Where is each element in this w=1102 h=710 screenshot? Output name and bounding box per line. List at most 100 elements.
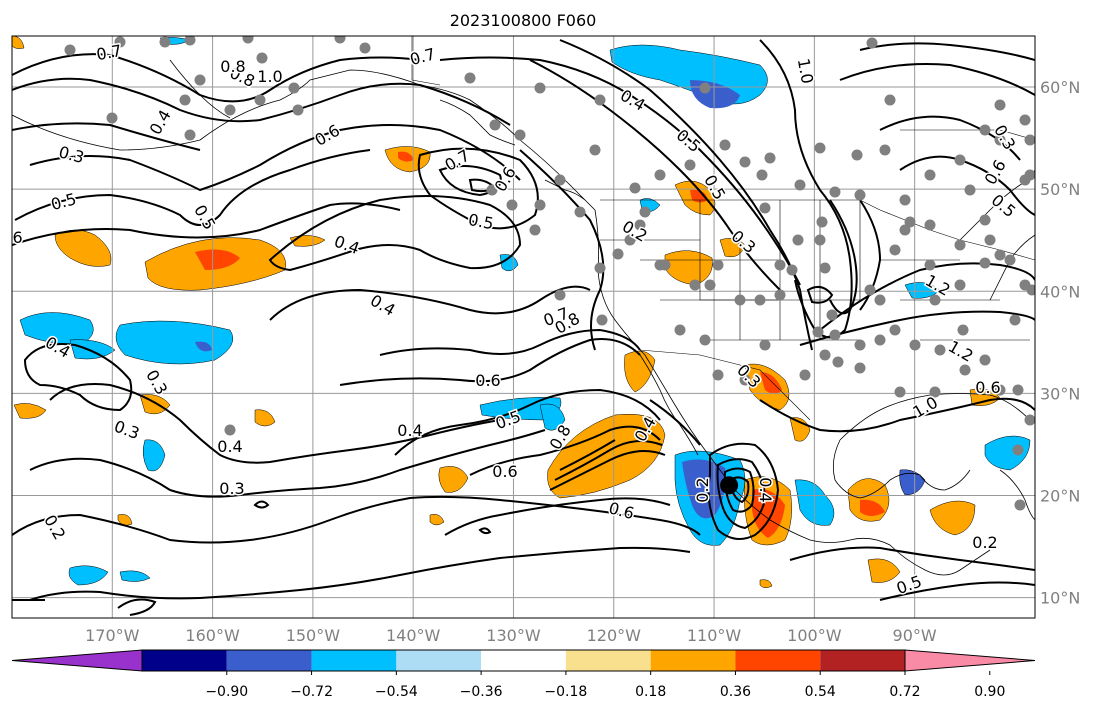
station-dot [759, 202, 771, 214]
station-dot [909, 339, 921, 351]
contour-label: 0.6 [0, 228, 23, 247]
station-dot [964, 184, 976, 196]
colorbar-segment [650, 650, 736, 671]
colorbar-tick-labels: −0.90 −0.72 −0.54 −0.36 −0.18 0.18 0.36 0.54 0.7… [205, 684, 1005, 700]
station-dot [514, 129, 526, 141]
colorbar-segment [142, 650, 227, 671]
station-dot [929, 294, 941, 306]
station-dot [1014, 499, 1026, 511]
latitude-tick-label: 20°N [1040, 486, 1080, 505]
station-dot [884, 94, 896, 106]
station-dot [979, 257, 991, 269]
station-dot [934, 344, 946, 356]
colorbar-outline [141, 649, 906, 672]
latitude-tick-label: 30°N [1040, 384, 1080, 403]
colorbar-segment [226, 650, 312, 671]
station-dot [674, 324, 686, 336]
contour-label: 0.2 [693, 477, 712, 502]
colorbar-tick-label: −0.54 [375, 684, 418, 700]
station-dot [589, 144, 601, 156]
station-dot [774, 289, 786, 301]
colorbar-tick-label: 0.36 [720, 684, 751, 700]
station-dot [794, 179, 806, 191]
station-dot [994, 384, 1006, 396]
station-dot [812, 326, 824, 338]
station-dot [854, 362, 866, 374]
station-dot [739, 374, 751, 386]
station-dot [924, 259, 936, 271]
station-dot [179, 94, 191, 106]
station-dot [486, 184, 498, 196]
station-dot [534, 82, 546, 94]
station-dot [114, 36, 126, 48]
station-dot [979, 214, 991, 226]
station-dot [994, 249, 1006, 261]
station-dot [889, 324, 901, 336]
longitude-tick-labels: 170°W 160°W 150°W 140°W 130°W 120°W 110°W 100°W… [85, 626, 937, 645]
station-dot [904, 216, 916, 228]
station-dot [506, 199, 518, 211]
longitude-tick-label: 100°W [787, 626, 842, 645]
latitude-tick-labels: 60°N 50°N 40°N 30°N 20°N 10°N [1040, 78, 1080, 608]
station-dot [851, 149, 863, 161]
station-dot [594, 262, 606, 274]
station-dot [704, 279, 716, 291]
station-dot [654, 169, 666, 181]
station-dot [624, 234, 636, 246]
contour-label: 0.6 [475, 371, 500, 390]
station-dot [689, 279, 701, 291]
contour-label: 0.6 [975, 378, 1000, 397]
station-dot [734, 294, 746, 306]
station-dot [699, 334, 711, 346]
contour-label: 0.8 [220, 57, 245, 76]
station-dot [957, 324, 969, 336]
longitude-tick-label: 110°W [687, 626, 742, 645]
station-dot [979, 354, 991, 366]
station-dot [574, 206, 586, 218]
station-dot [242, 36, 254, 44]
station-dot [759, 339, 771, 351]
station-dot [994, 99, 1006, 111]
shaded-anomaly-layer [12, 36, 1031, 588]
station-dot [929, 386, 941, 398]
colorbar-tick-label: −0.18 [544, 684, 587, 700]
station-dot [639, 206, 651, 218]
station-dot [612, 248, 624, 260]
station-dot [959, 364, 971, 376]
station-dot [756, 169, 768, 181]
station-dot [954, 239, 966, 251]
station-dot [719, 139, 731, 151]
station-dot [829, 186, 841, 198]
station-dot [829, 329, 841, 341]
station-dot [334, 36, 346, 44]
station-dot [774, 259, 786, 271]
station-dot [899, 224, 911, 236]
map-frame [11, 35, 1036, 619]
station-dot [1019, 114, 1031, 126]
longitude-tick-label: 130°W [486, 626, 541, 645]
station-dot [1004, 254, 1016, 266]
colorbar-tick-label: −0.90 [205, 684, 248, 700]
colorbar-segment [481, 650, 566, 671]
colorbar-segment [311, 650, 397, 671]
station-dot [554, 289, 566, 301]
station-dot [874, 334, 886, 346]
station-dot [224, 104, 236, 116]
longitude-tick-label: 160°W [185, 626, 240, 645]
station-dot [634, 219, 646, 231]
station-dot [879, 144, 891, 156]
station-dot [464, 72, 476, 84]
colorbar-segment [820, 650, 905, 671]
station-dot [786, 264, 798, 276]
station-dot [954, 154, 966, 166]
colorbar-segment [396, 650, 482, 671]
station-dot [684, 159, 696, 171]
station-dot [994, 134, 1006, 146]
station-dot [889, 244, 901, 256]
station-dot [596, 314, 608, 326]
station-dot [1012, 384, 1024, 396]
station-dot [529, 224, 541, 236]
station-dot [854, 339, 866, 351]
contour-label: 0.4 [756, 477, 775, 502]
